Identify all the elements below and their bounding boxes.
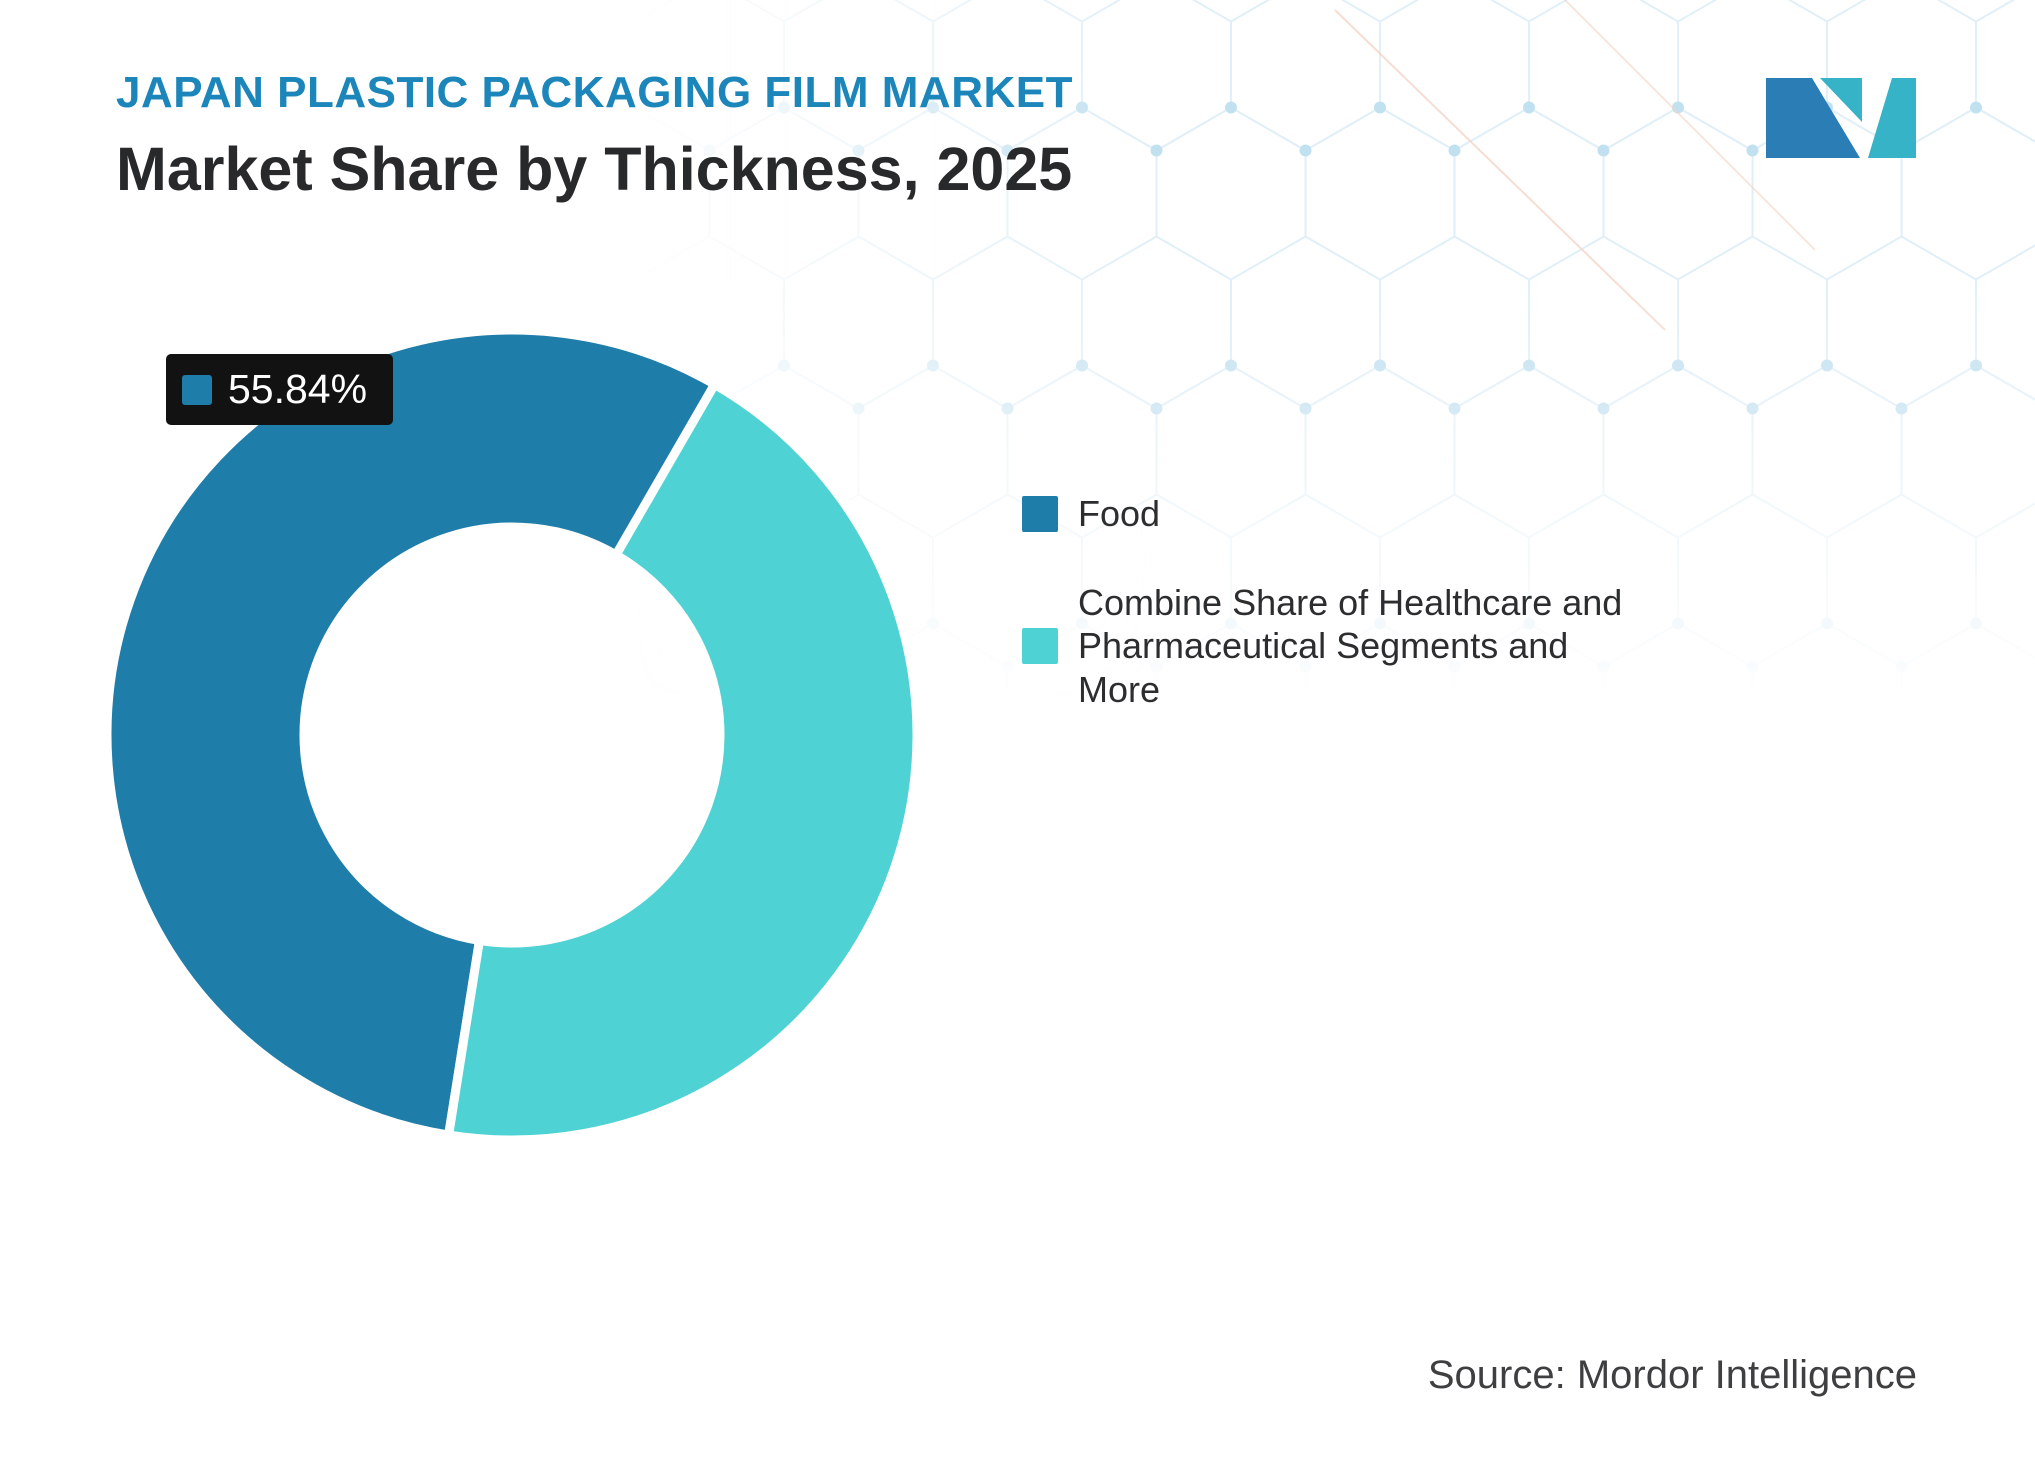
legend-item-healthcare-pharma: Combine Share of Healthcare and Pharmace… bbox=[1022, 581, 1662, 711]
mordor-intelligence-logo bbox=[1766, 78, 1916, 158]
data-label-value: 55.84% bbox=[228, 366, 368, 412]
donut-chart bbox=[102, 325, 922, 1145]
legend-label-food: Food bbox=[1078, 493, 1161, 534]
donut-segment-combine-share-of bbox=[444, 379, 922, 1145]
legend-label-healthcare-pharma: Combine Share of Healthcare and Pharmace… bbox=[1078, 582, 1623, 710]
donut-segment-food bbox=[102, 325, 720, 1140]
legend-item-food: Food bbox=[1022, 492, 1662, 535]
legend-swatch-healthcare-pharma-icon bbox=[1022, 627, 1058, 664]
legend-swatch-food-icon bbox=[1022, 495, 1058, 532]
chart-title: Market Share by Thickness, 2025 bbox=[116, 135, 1073, 203]
chart-kicker: JAPAN PLASTIC PACKAGING FILM MARKET bbox=[116, 68, 1073, 117]
legend: Food Combine Share of Healthcare and Pha… bbox=[1022, 492, 1662, 711]
food-swatch-icon bbox=[182, 374, 212, 405]
header: JAPAN PLASTIC PACKAGING FILM MARKET Mark… bbox=[116, 68, 1073, 204]
data-label-badge: 55.84% bbox=[166, 354, 394, 425]
source-attribution: Source: Mordor Intelligence bbox=[1427, 1353, 1917, 1397]
